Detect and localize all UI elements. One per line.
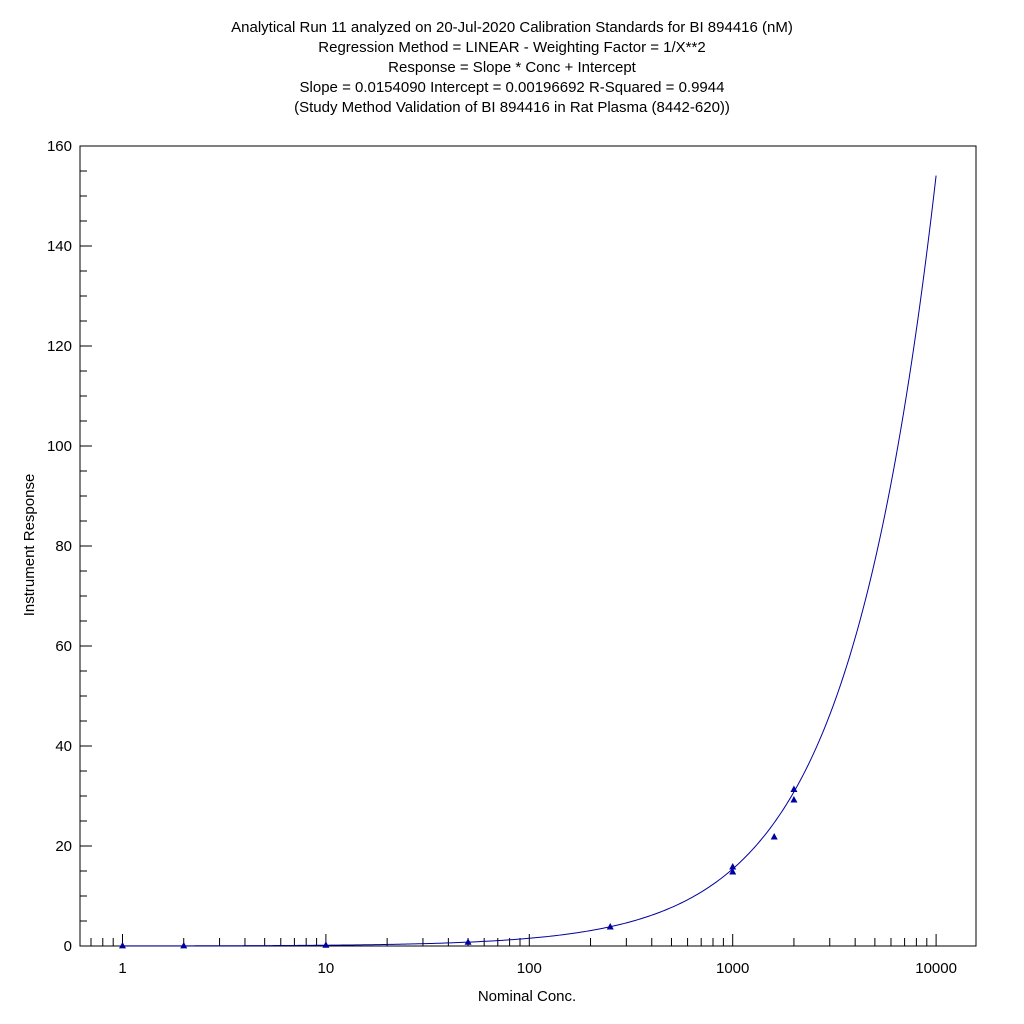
y-tick-label: 40 (55, 738, 72, 755)
data-point (322, 941, 330, 948)
data-point (464, 938, 472, 945)
data-point (180, 941, 188, 949)
data-point (729, 863, 737, 870)
y-tick-label: 120 (47, 338, 72, 355)
y-tick-label: 100 (47, 438, 72, 455)
x-tick-label: 1000 (716, 960, 749, 977)
data-points (119, 785, 798, 949)
data-point (729, 868, 737, 875)
x-tick-label: 10000 (915, 960, 957, 977)
x-tick-label: 10 (318, 960, 335, 977)
y-axis-ticks: 0 20 40 60 80 100 120 140 160 (47, 138, 92, 955)
y-tick-label: 160 (47, 138, 72, 155)
y-tick-label: 60 (55, 638, 72, 655)
data-point (606, 923, 614, 930)
data-point (790, 785, 798, 792)
data-point (770, 833, 778, 840)
x-axis-title: Nominal Conc. (478, 988, 576, 1005)
x-axis-ticks: 1 10 100 1000 10000 (90, 934, 957, 977)
x-tick-label: 1 (118, 960, 126, 977)
title-line-1: Analytical Run 11 analyzed on 20-Jul-202… (231, 19, 793, 36)
y-tick-label: 0 (64, 938, 72, 955)
data-point (790, 796, 798, 803)
plot-frame (79, 145, 977, 947)
title-line-3: Response = Slope * Conc + Intercept (388, 59, 636, 76)
y-tick-label: 140 (47, 238, 72, 255)
data-point (119, 941, 126, 949)
x-tick-label: 100 (517, 960, 542, 977)
title-line-2: Regression Method = LINEAR - Weighting F… (318, 39, 706, 56)
chart-title: Analytical Run 11 analyzed on 20-Jul-202… (0, 18, 1024, 118)
title-line-4: Slope = 0.0154090 Intercept = 0.00196692… (299, 79, 725, 96)
y-tick-label: 80 (55, 538, 72, 555)
regression-line (122, 175, 937, 947)
y-axis-title: Instrument Response (21, 474, 38, 617)
title-line-5: (Study Method Validation of BI 894416 in… (294, 99, 730, 116)
y-tick-label: 20 (55, 838, 72, 855)
